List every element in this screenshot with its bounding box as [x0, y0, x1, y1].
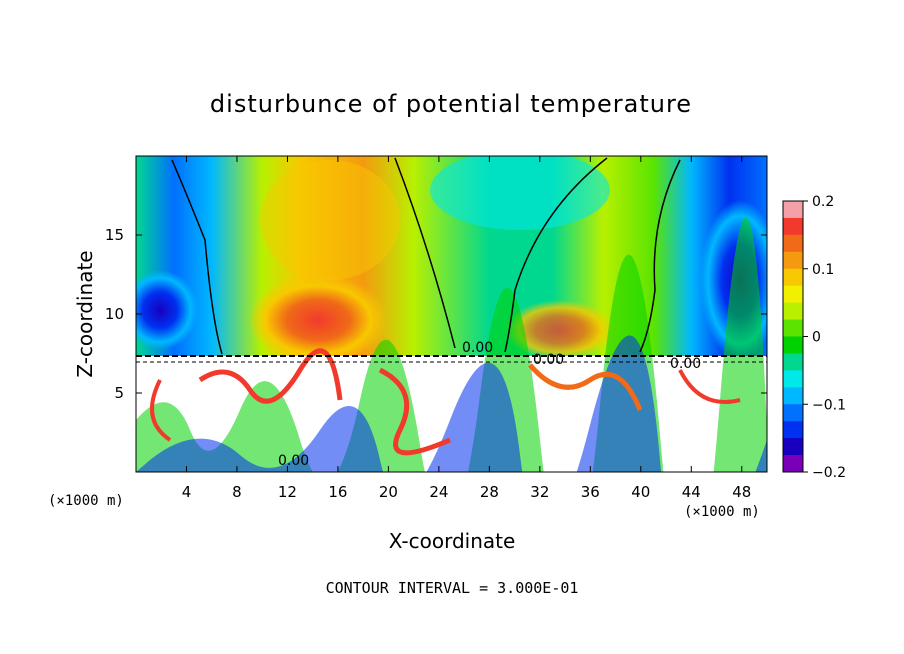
colorbar-swatch: [783, 251, 803, 270]
x-tick-label: 44: [682, 483, 701, 501]
colorbar-tick-label: 0.1: [812, 262, 834, 278]
colorbar-swatch: [783, 201, 803, 219]
colorbar-swatch: [783, 217, 803, 236]
colorbar-swatch: [783, 336, 803, 354]
colorbar-swatch: [783, 234, 803, 253]
x-axis: 4 8 12 16 20 24 28 32 36 40 44 48: [182, 156, 751, 501]
x-tick-label: 36: [581, 483, 600, 501]
contour-labels: 0.00 0.00 0.00 0.00: [278, 340, 701, 469]
colorbar-ticks: 0.2 0.1 0 −0.1 −0.2: [803, 194, 846, 481]
colorbar-tick-label: −0.2: [812, 465, 846, 481]
x-tick-label: 48: [732, 483, 751, 501]
contour-label: 0.00: [462, 340, 493, 356]
x-tick-label: 16: [328, 483, 347, 501]
colorbar: [783, 201, 803, 473]
x-axis-label: X-coordinate: [389, 529, 516, 553]
y-tick-label: 15: [105, 226, 124, 244]
field-image: [136, 156, 767, 472]
y-tick-label: 5: [114, 384, 124, 402]
contour-interval-note: CONTOUR INTERVAL = 3.000E-01: [326, 579, 579, 597]
colorbar-swatch: [783, 370, 803, 388]
x-tick-label: 24: [429, 483, 448, 501]
y-axis-label: Z-coordinate: [73, 250, 97, 377]
contour-label: 0.00: [670, 356, 701, 372]
y-tick-label: 10: [105, 305, 124, 323]
x-unit-label-left: (×1000 m): [48, 493, 124, 509]
y-axis: 5 10 15: [105, 226, 767, 402]
colorbar-swatch: [783, 285, 803, 304]
x-tick-label: 20: [379, 483, 398, 501]
x-tick-label: 8: [232, 483, 242, 501]
colorbar-swatch: [783, 438, 803, 456]
colorbar-tick-label: 0: [812, 330, 821, 346]
chart-title: disturbunce of potential temperature: [210, 90, 692, 118]
colorbar-tick-label: 0.2: [812, 194, 834, 210]
colorbar-swatch: [783, 455, 803, 473]
colorbar-tick-label: −0.1: [812, 397, 846, 413]
x-tick-label: 28: [480, 483, 499, 501]
colorbar-swatch: [783, 268, 803, 287]
x-tick-label: 40: [631, 483, 650, 501]
colorbar-swatch: [783, 302, 803, 321]
colorbar-swatch: [783, 319, 803, 337]
colorbar-swatch: [783, 404, 803, 422]
colorbar-swatch: [783, 421, 803, 439]
colorbar-swatch: [783, 387, 803, 405]
x-unit-label-right: (×1000 m): [684, 504, 760, 520]
x-tick-label: 4: [182, 483, 192, 501]
colorbar-swatch: [783, 353, 803, 371]
x-tick-label: 12: [278, 483, 297, 501]
contour-label: 0.00: [278, 453, 309, 469]
contour-label: 0.00: [533, 352, 564, 368]
x-tick-label: 32: [530, 483, 549, 501]
